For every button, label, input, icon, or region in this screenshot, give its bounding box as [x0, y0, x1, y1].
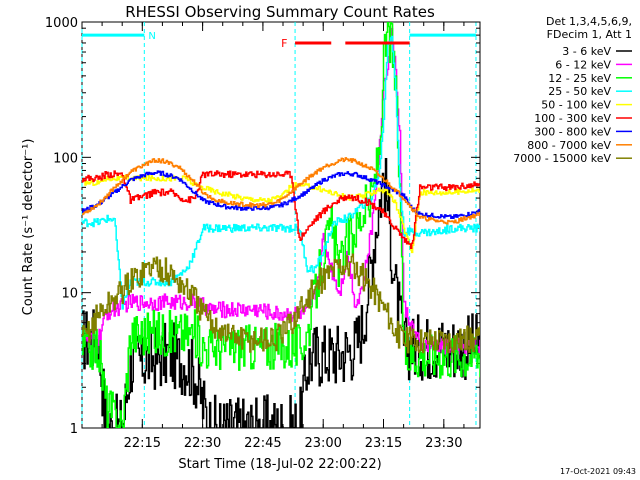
legend-label-3: 25 - 50 keV	[548, 85, 611, 98]
flare-marker-label: F	[281, 37, 287, 50]
plot-area: 1 10 100 1000 22:15 22:30 22:45 23:00 23:15 23:30…	[45, 16, 481, 451]
series-line-6	[82, 170, 480, 220]
y-axis-label: Count Rate (s⁻¹ detector⁻¹)	[21, 139, 36, 316]
legend-label-5: 100 - 300 keV	[534, 112, 611, 125]
legend-header-line-1: Det 1,3,4,5,6,9,	[546, 15, 632, 28]
x-tick-label: 22:15	[124, 436, 161, 451]
legend-header-line-2: FDecim 1, Att 1	[547, 28, 632, 41]
legend-label-6: 300 - 800 keV	[534, 125, 611, 138]
x-tick-label: 23:30	[425, 436, 462, 451]
y-tick-label: 10	[61, 287, 78, 302]
legend-label-1: 6 - 12 keV	[555, 58, 611, 71]
legend-label-4: 50 - 100 keV	[541, 99, 611, 112]
series-line-1	[82, 27, 480, 355]
x-tick-label: 23:15	[365, 436, 402, 451]
y-tick-label: 100	[53, 151, 78, 166]
attenuator-marker-label: N	[148, 31, 155, 42]
chart-title: RHESSI Observing Summary Count Rates	[125, 3, 435, 21]
legend: Det 1,3,4,5,6,9, FDecim 1, Att 1 3 - 6 k…	[513, 15, 632, 165]
x-axis-label: Start Time (18-Jul-02 22:00:22)	[178, 457, 381, 472]
legend-label-8: 7000 - 15000 keV	[513, 152, 611, 165]
x-tick-label: 22:30	[184, 436, 221, 451]
series-line-4	[82, 174, 480, 254]
y-tick-label: 1000	[45, 16, 78, 31]
series-line-2	[82, 22, 480, 428]
series-line-8	[82, 253, 480, 354]
series-group	[82, 22, 480, 428]
title-group: RHESSI Observing Summary Count Rates	[125, 3, 435, 21]
x-tick-label: 22:45	[244, 436, 281, 451]
x-tick-label: 23:00	[304, 436, 341, 451]
legend-label-2: 12 - 25 keV	[548, 72, 611, 85]
legend-label-7: 800 - 7000 keV	[527, 139, 611, 152]
legend-label-0: 3 - 6 keV	[562, 45, 611, 58]
y-tick-label: 1	[70, 422, 78, 437]
footer-date: 17-Oct-2021 09:43	[560, 467, 636, 476]
series-line-7	[82, 157, 480, 225]
series-line-5	[82, 170, 480, 249]
